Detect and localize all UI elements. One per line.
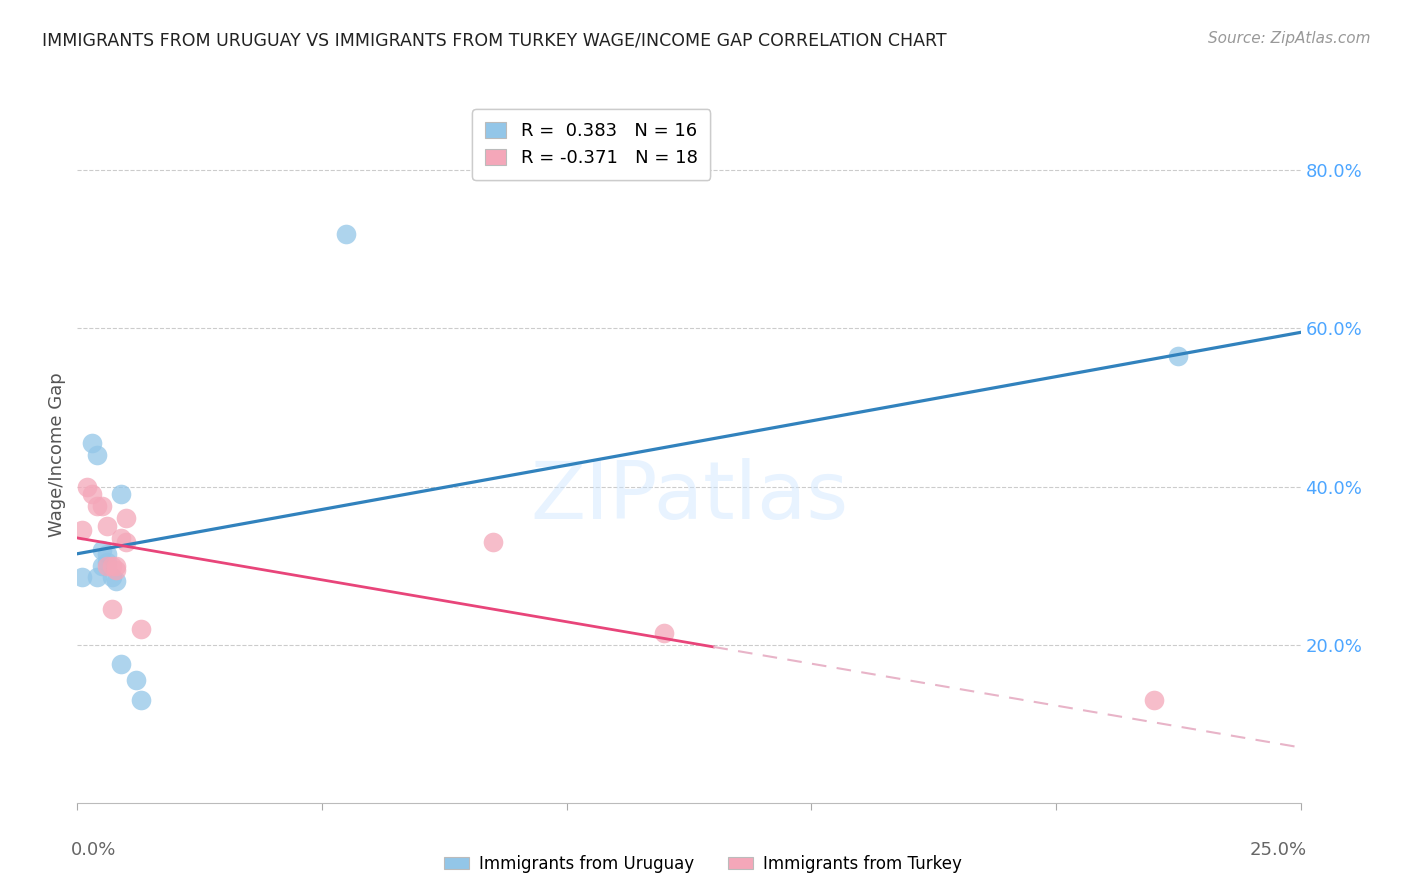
Text: 0.0%: 0.0% — [72, 841, 117, 859]
Point — [654, 625, 676, 640]
Point — [100, 558, 122, 573]
Point — [90, 500, 112, 514]
Point — [86, 448, 108, 462]
Point — [105, 558, 128, 573]
Point — [115, 511, 138, 525]
Point — [96, 519, 118, 533]
Point — [1167, 349, 1189, 363]
Point — [100, 602, 122, 616]
Y-axis label: Wage/Income Gap: Wage/Income Gap — [48, 373, 66, 537]
Point — [115, 534, 138, 549]
Point — [80, 436, 103, 450]
Point — [86, 570, 108, 584]
Point — [100, 570, 122, 584]
Point — [96, 547, 118, 561]
Text: 25.0%: 25.0% — [1250, 841, 1306, 859]
Point — [1143, 693, 1166, 707]
Point — [110, 531, 132, 545]
Point — [482, 534, 505, 549]
Point — [96, 558, 118, 573]
Point — [110, 487, 132, 501]
Point — [129, 622, 152, 636]
Point — [90, 542, 112, 557]
Point — [105, 574, 128, 589]
Point — [70, 523, 93, 537]
Legend: R =  0.383   N = 16, R = -0.371   N = 18: R = 0.383 N = 16, R = -0.371 N = 18 — [472, 109, 710, 180]
Point — [80, 487, 103, 501]
Point — [90, 558, 112, 573]
Point — [125, 673, 148, 688]
Point — [110, 657, 132, 672]
Legend: Immigrants from Uruguay, Immigrants from Turkey: Immigrants from Uruguay, Immigrants from… — [437, 848, 969, 880]
Text: IMMIGRANTS FROM URUGUAY VS IMMIGRANTS FROM TURKEY WAGE/INCOME GAP CORRELATION CH: IMMIGRANTS FROM URUGUAY VS IMMIGRANTS FR… — [42, 31, 946, 49]
Text: ZIPatlas: ZIPatlas — [530, 458, 848, 536]
Point — [96, 555, 118, 569]
Point — [76, 479, 98, 493]
Point — [86, 500, 108, 514]
Point — [70, 570, 93, 584]
Point — [129, 693, 152, 707]
Point — [105, 563, 128, 577]
Text: Source: ZipAtlas.com: Source: ZipAtlas.com — [1208, 31, 1371, 46]
Point — [335, 227, 357, 241]
